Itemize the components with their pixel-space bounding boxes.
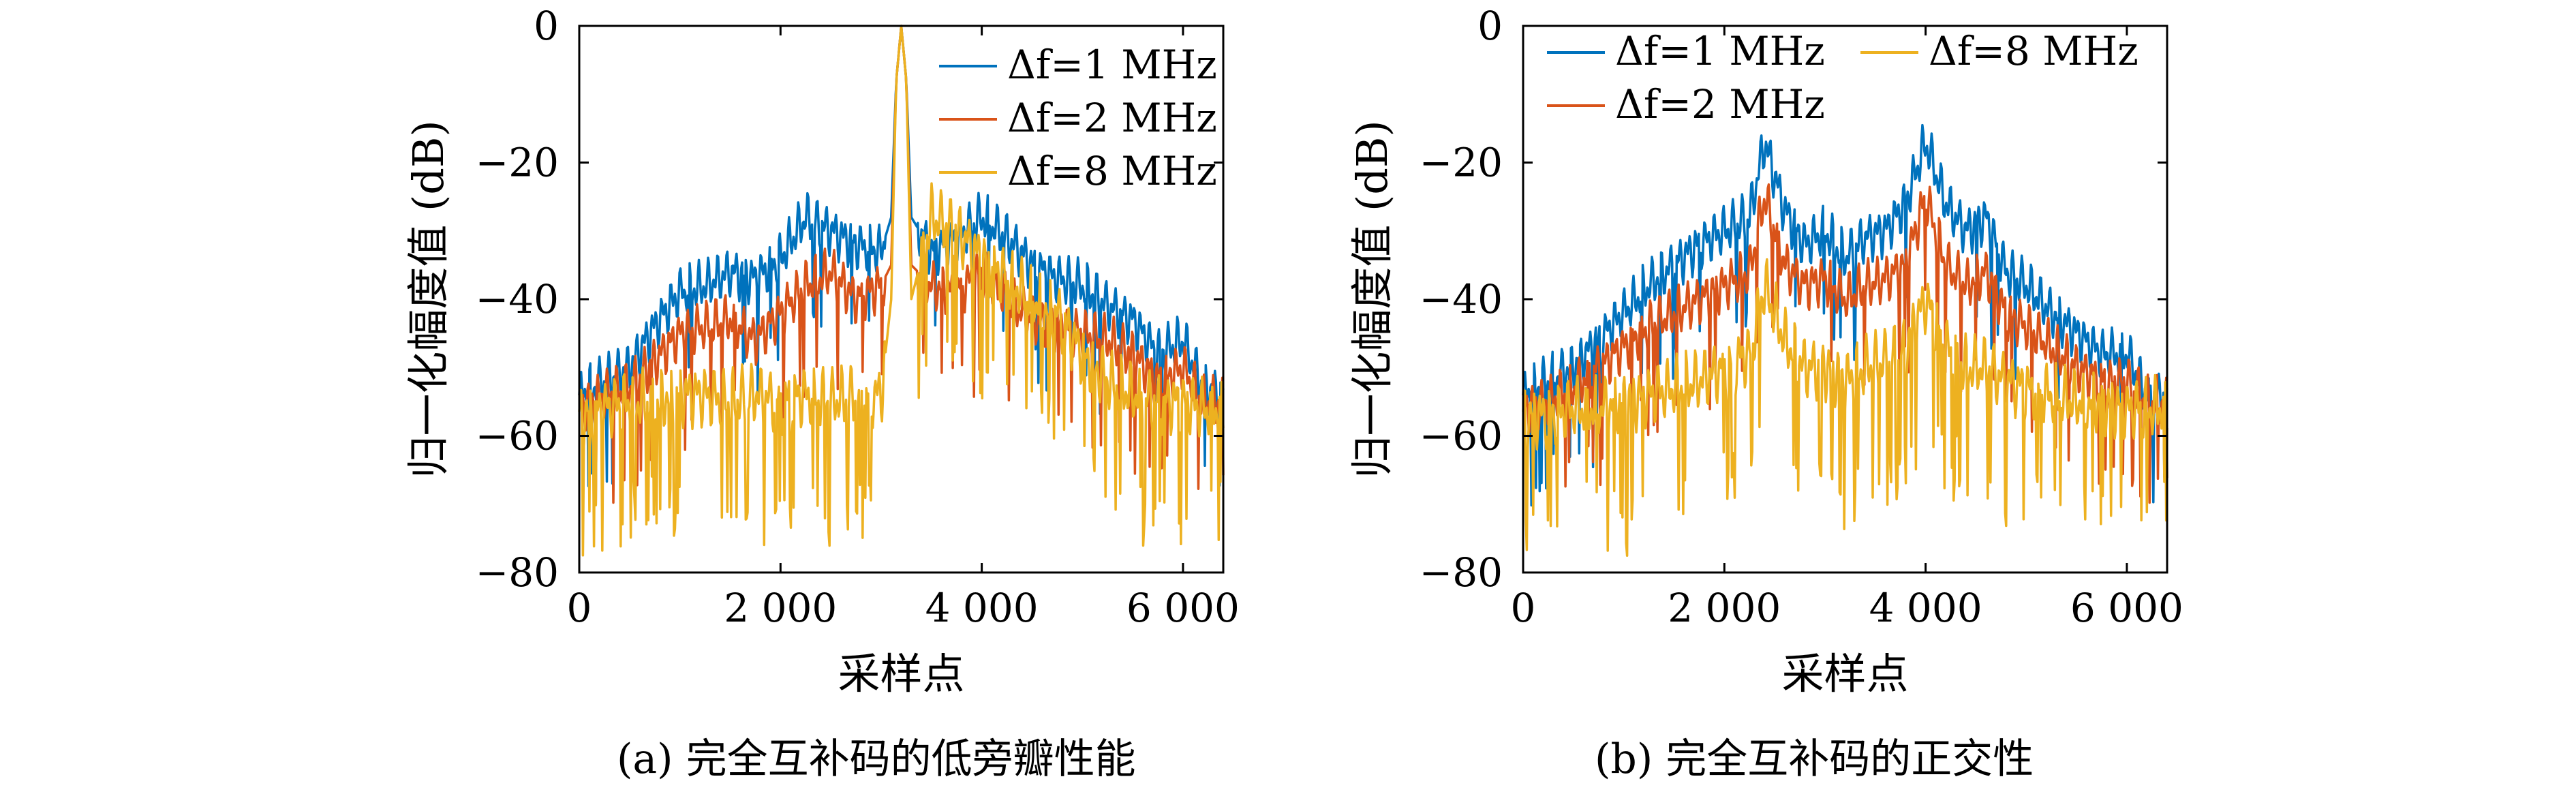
y-tick-label: −20 <box>1420 140 1503 186</box>
y-tick-label: 0 <box>1477 3 1503 49</box>
legend-label: Δf=2 MHz <box>1007 95 1217 141</box>
x-tick-label: 4 000 <box>925 585 1039 631</box>
y-tick-label: −20 <box>476 140 559 186</box>
legend-label: Δf=8 MHz <box>1007 148 1217 194</box>
x-tick-label: 6 000 <box>1126 585 1240 631</box>
y-tick-label: −60 <box>476 413 559 459</box>
series-line-b-3 <box>1522 258 2168 557</box>
y-tick-label: −40 <box>476 276 559 322</box>
legend-label: Δf=1 MHz <box>1007 42 1217 88</box>
x-tick-label: 2 000 <box>724 585 837 631</box>
caption-a: (a) 完全互补码的低旁瓣性能 <box>617 735 1136 783</box>
y-tick-label: −80 <box>476 549 559 596</box>
legend-label: Δf=2 MHz <box>1615 81 1825 127</box>
x-axis-label: 采样点 <box>1781 649 1908 699</box>
series-line-b-2 <box>1522 183 2168 504</box>
y-tick-label: −60 <box>1420 413 1503 459</box>
x-tick-label: 2 000 <box>1668 585 1781 631</box>
y-tick-label: −40 <box>1420 276 1503 322</box>
x-tick-label: 0 <box>567 585 592 631</box>
y-tick-label: 0 <box>534 3 559 49</box>
x-tick-label: 4 000 <box>1869 585 1982 631</box>
caption-b: (b) 完全互补码的正交性 <box>1595 735 2034 783</box>
y-axis-label: 归一化幅度值 (dB) <box>1347 120 1397 478</box>
x-axis-label: 采样点 <box>838 649 964 699</box>
y-tick-label: −80 <box>1420 549 1503 596</box>
x-tick-label: 0 <box>1511 585 1536 631</box>
x-tick-label: 6 000 <box>2070 585 2183 631</box>
y-axis-label: 归一化幅度值 (dB) <box>403 120 453 478</box>
series-line-b-1 <box>1522 123 2168 507</box>
legend-label: Δf=1 MHz <box>1615 28 1825 74</box>
legend-label: Δf=8 MHz <box>1929 28 2138 74</box>
